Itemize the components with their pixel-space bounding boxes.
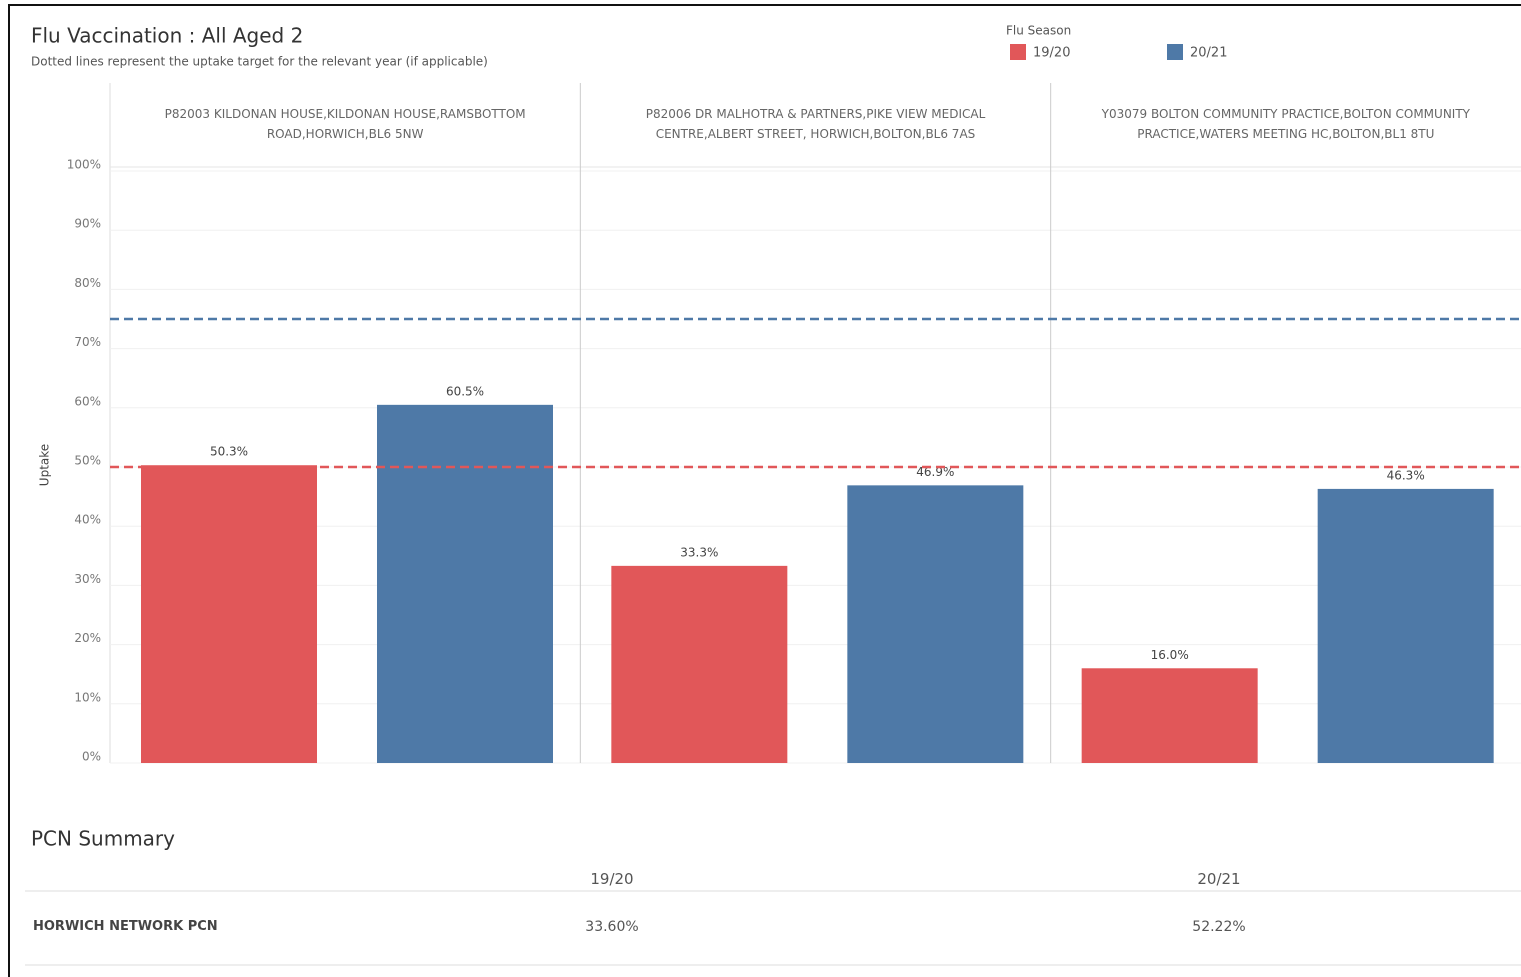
chart-title: Flu Vaccination : All Aged 2 [31, 24, 303, 48]
bar [1317, 488, 1494, 763]
value-label: 16.0% [1151, 648, 1189, 662]
table-cell: 33.60% [585, 919, 639, 935]
legend-swatch [1010, 44, 1026, 60]
bar [1081, 668, 1258, 763]
value-label: 60.5% [446, 384, 484, 398]
column-header: 19/20 [590, 870, 634, 888]
y-tick-label: 20% [74, 631, 101, 645]
category-header: Y03079 BOLTON COMMUNITY PRACTICE,BOLTON … [1101, 107, 1470, 141]
category-header: P82003 KILDONAN HOUSE,KILDONAN HOUSE,RAM… [164, 107, 526, 141]
frame [8, 4, 1521, 977]
y-tick-label: 0% [82, 750, 101, 764]
y-tick-label: 100% [67, 158, 101, 172]
value-label: 46.3% [1387, 468, 1425, 482]
bar [141, 465, 317, 763]
row-header: HORWICH NETWORK PCN [33, 919, 218, 934]
bar [377, 404, 553, 763]
legend-label: 19/20 [1033, 46, 1070, 61]
summary-title: PCN Summary [31, 827, 175, 851]
legend-swatch [1167, 44, 1183, 60]
legend-label: 20/21 [1190, 46, 1227, 61]
y-tick-label: 30% [74, 572, 101, 586]
table-cell: 52.22% [1192, 919, 1246, 935]
y-tick-label: 60% [74, 394, 101, 408]
chart-subtitle: Dotted lines represent the uptake target… [31, 55, 488, 69]
category-header: P82006 DR MALHOTRA & PARTNERS,PIKE VIEW … [645, 107, 986, 141]
bar [847, 485, 1024, 763]
legend-title: Flu Season [1006, 24, 1071, 38]
value-label: 46.9% [916, 465, 954, 479]
y-axis-title: Uptake [38, 444, 52, 486]
bar [611, 565, 788, 763]
y-tick-label: 10% [74, 690, 101, 704]
y-tick-label: 80% [74, 276, 101, 290]
value-label: 50.3% [210, 445, 248, 459]
y-tick-label: 40% [74, 513, 101, 527]
y-tick-label: 90% [74, 217, 101, 231]
y-tick-label: 50% [74, 454, 101, 468]
y-tick-label: 70% [74, 335, 101, 349]
column-header: 20/21 [1197, 870, 1241, 888]
value-label: 33.3% [680, 545, 718, 559]
